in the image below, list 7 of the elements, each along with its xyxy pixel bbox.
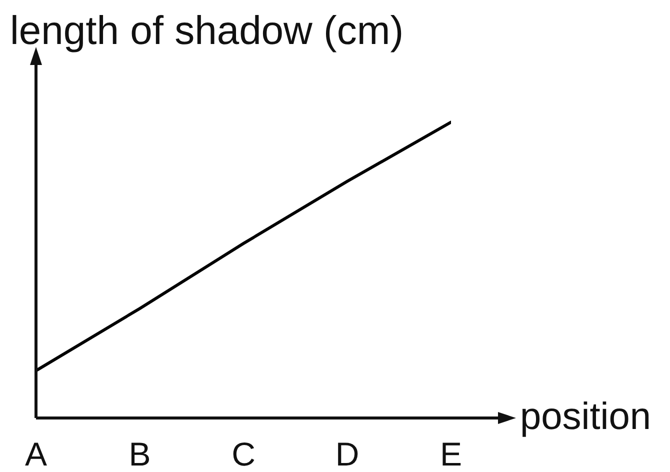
x-tick-label: E — [440, 435, 462, 472]
y-axis-title: length of shadow (cm) — [10, 9, 404, 53]
x-tick-label: C — [232, 435, 256, 472]
x-tick-label: D — [335, 435, 360, 472]
x-tick-label: A — [24, 435, 48, 472]
x-axis-title: position — [520, 396, 651, 438]
x-tick-label: B — [128, 435, 151, 472]
